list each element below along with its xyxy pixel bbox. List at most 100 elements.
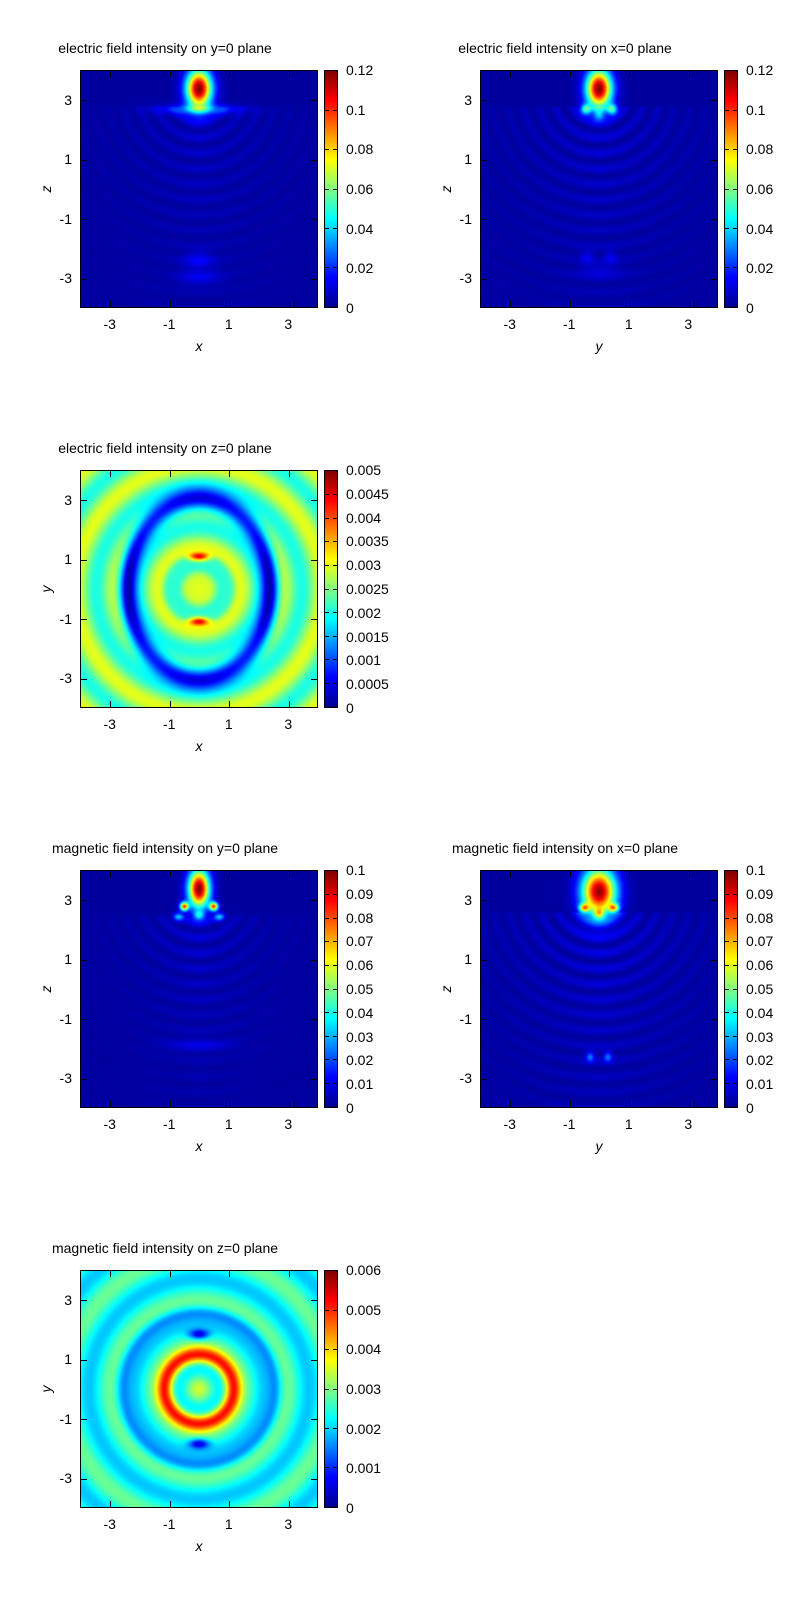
y-tick-mark [711, 159, 717, 161]
x-tick-mark [229, 871, 231, 877]
colorbar-tick-mark [333, 1059, 337, 1061]
colorbar-tick-label: 0.05 [746, 981, 774, 997]
x-tick-mark [629, 301, 631, 307]
heatmap-plot-area [80, 470, 318, 708]
colorbar-tick-label: 0 [346, 300, 354, 316]
colorbar-tick-mark [325, 1059, 329, 1061]
x-tick-mark [569, 301, 571, 307]
x-tick-mark [229, 301, 231, 307]
x-tick-label: 3 [684, 316, 693, 332]
y-tick-mark [711, 900, 717, 902]
chart-title: electric field intensity on z=0 plane [58, 440, 272, 456]
colorbar-tick-mark [733, 964, 737, 966]
y-tick-mark [481, 1019, 487, 1021]
x-axis-label: x [195, 1538, 203, 1554]
colorbar-tick-label: 0.1 [746, 862, 766, 878]
y-tick-mark [311, 159, 317, 161]
colorbar-tick-label: 0.0005 [346, 676, 389, 693]
colorbar-tick-label: 0.08 [346, 141, 374, 158]
x-tick-mark [169, 1101, 171, 1107]
x-tick-mark [288, 1101, 290, 1107]
x-tick-mark [288, 871, 290, 877]
colorbar-tick-mark [325, 1309, 329, 1311]
heatmap-canvas [81, 871, 317, 1107]
x-axis-label: y [595, 1138, 603, 1154]
x-tick-mark [288, 701, 290, 707]
colorbar-tick-mark [333, 659, 337, 661]
y-tick-mark [81, 159, 87, 161]
y-tick-mark [81, 1419, 87, 1421]
colorbar-tick-label: 0.08 [746, 909, 774, 926]
colorbar-tick-mark [733, 1059, 737, 1061]
heatmap-plot-area [480, 70, 718, 308]
y-tick-mark [311, 1419, 317, 1421]
x-tick-label: -3 [503, 316, 516, 332]
y-tick-mark [311, 900, 317, 902]
y-tick-mark [711, 278, 717, 280]
y-axis-label: z [38, 185, 54, 193]
y-tick-label: -3 [59, 670, 72, 687]
x-tick-mark [288, 1501, 290, 1507]
x-tick-mark [569, 71, 571, 77]
x-tick-label: -3 [103, 1516, 116, 1532]
panel-magnetic-y0: magnetic field intensity on y=0 plane -3-… [0, 840, 380, 1170]
colorbar-tick-label: 0.005 [346, 462, 382, 478]
heatmap-canvas [481, 871, 717, 1107]
y-axis-ticks: 3 1 -1 -3 [440, 870, 472, 1108]
y-tick-mark [81, 1359, 87, 1361]
x-axis-ticks: -3 -1 1 3 [80, 1116, 318, 1132]
x-tick-mark [510, 301, 512, 307]
colorbar-tick-mark [333, 988, 337, 990]
y-axis-ticks: 3 1 -1 -3 [440, 70, 472, 308]
colorbar-tick-label: 0.0045 [346, 485, 389, 502]
colorbar-tick-label: 0.1 [346, 862, 366, 878]
colorbar-tick-mark [325, 541, 329, 543]
colorbar-tick-mark [725, 917, 729, 919]
x-tick-mark [169, 1271, 171, 1277]
y-tick-mark [311, 959, 317, 961]
colorbar-tick-mark [325, 1012, 329, 1014]
x-tick-label: -1 [563, 316, 576, 332]
colorbar-ticks: 0.005 0.0045 0.004 0.0035 0.003 0.0025 0.002 0.… [346, 462, 406, 716]
x-tick-mark [288, 301, 290, 307]
x-axis-label: x [195, 338, 203, 354]
x-tick-label: -1 [163, 1516, 176, 1532]
colorbar-tick-label: 0.004 [346, 509, 382, 526]
x-tick-label: 1 [624, 316, 633, 332]
colorbar-tick-mark [333, 917, 337, 919]
colorbar-tick-mark [725, 1082, 729, 1084]
y-tick-mark [311, 1359, 317, 1361]
colorbar-tick-mark [333, 541, 337, 543]
colorbar-ticks: 0.006 0.005 0.004 0.003 0.002 0.001 0 [346, 1262, 406, 1516]
colorbar-tick-mark [325, 564, 329, 566]
colorbar-tick-label: 0.004 [346, 1341, 382, 1358]
colorbar-tick-mark [333, 1349, 337, 1351]
x-tick-mark [688, 1101, 690, 1107]
colorbar-tick-mark [333, 564, 337, 566]
x-tick-mark [569, 1101, 571, 1107]
y-tick-label: -3 [59, 1470, 72, 1487]
x-tick-label: 1 [224, 1116, 233, 1132]
y-tick-label: 3 [464, 91, 472, 108]
x-tick-mark [688, 301, 690, 307]
y-tick-label: -1 [459, 210, 472, 227]
x-tick-label: 1 [624, 1116, 633, 1132]
colorbar-tick-label: 0.0015 [346, 628, 389, 645]
panel-electric-z0: electric field intensity on z=0 plane -3-… [0, 440, 389, 770]
colorbar-tick-label: 0.02 [346, 1052, 374, 1069]
colorbar-tick-mark [333, 635, 337, 637]
colorbar-tick-mark [333, 227, 337, 229]
x-axis-ticks: -3 -1 1 3 [80, 316, 318, 332]
colorbar-tick-label: 0.0025 [346, 581, 389, 597]
panel-electric-y0: electric field intensity on y=0 plane -3-… [0, 40, 380, 370]
colorbar-tick-mark [333, 1309, 337, 1311]
colorbar-tick-label: 0 [746, 1100, 754, 1116]
x-tick-mark [629, 1101, 631, 1107]
colorbar-tick-mark [325, 109, 329, 111]
x-tick-mark [169, 471, 171, 477]
colorbar-tick-mark [725, 149, 729, 151]
y-tick-label: -1 [59, 1010, 72, 1027]
y-tick-label: 3 [64, 91, 72, 108]
colorbar-tick-label: 0.08 [346, 909, 374, 926]
x-tick-mark [229, 1101, 231, 1107]
